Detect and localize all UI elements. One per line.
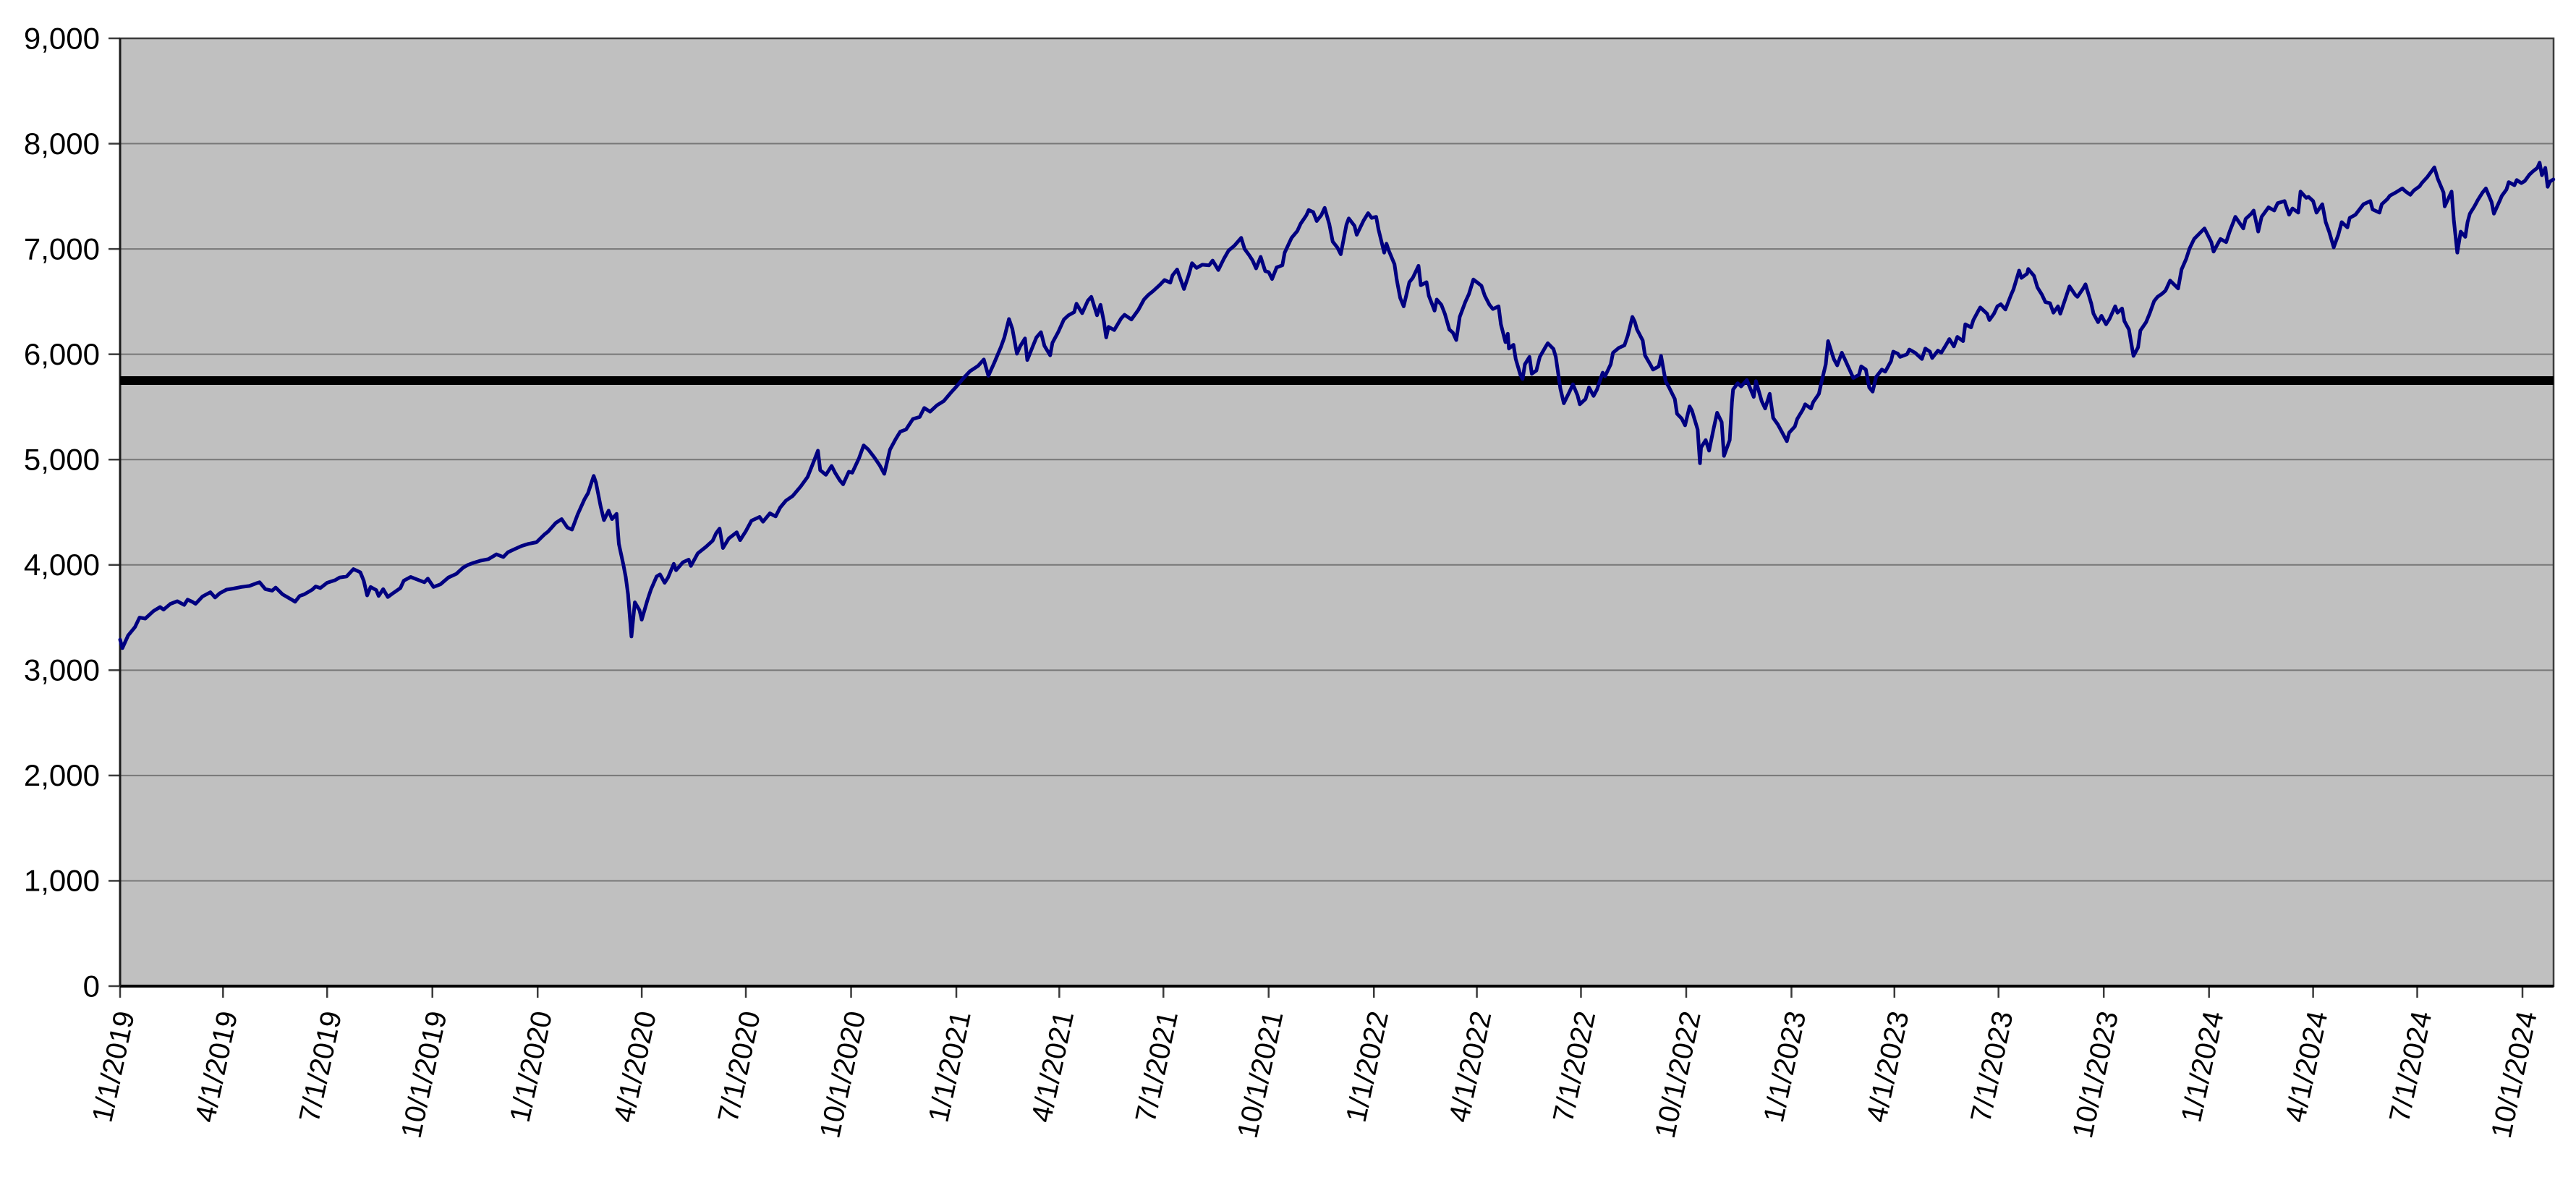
x-tick-label: 4/1/2023 [1861,1009,1915,1125]
x-tick-label: 10/1/2023 [2067,1009,2125,1141]
x-tick-label: 4/1/2020 [608,1009,663,1125]
x-tick-label: 1/1/2024 [2175,1009,2229,1125]
x-tick-label: 7/1/2020 [712,1009,766,1125]
x-tick-label: 1/1/2020 [504,1009,558,1125]
plot-area [120,38,2554,986]
x-tick-label: 7/1/2022 [1547,1009,1602,1125]
x-tick-label: 7/1/2023 [1965,1009,2019,1125]
price-series-line [118,161,2556,650]
x-tick-label: 10/1/2020 [814,1009,872,1141]
y-tick-label: 1,000 [24,864,100,898]
x-tick-label: 10/1/2021 [1232,1009,1290,1141]
x-tick-label: 7/1/2019 [294,1009,348,1125]
y-tick-label: 0 [83,969,100,1003]
y-tick-label: 9,000 [24,21,100,55]
x-tick-label: 4/1/2024 [2279,1009,2334,1125]
y-tick-label: 2,000 [24,758,100,792]
x-tick-label: 7/1/2021 [1130,1009,1184,1125]
y-tick-label: 3,000 [24,653,100,687]
x-tick-label: 4/1/2022 [1443,1009,1497,1125]
x-tick-label: 10/1/2022 [1649,1009,1707,1141]
y-tick-label: 6,000 [24,337,100,371]
y-tick-label: 4,000 [24,548,100,582]
x-tick-label: 7/1/2024 [2384,1009,2438,1125]
y-tick-label: 5,000 [24,443,100,477]
x-tick-label: 1/1/2023 [1758,1009,1812,1125]
x-tick-label: 4/1/2019 [190,1009,244,1125]
y-tick-label: 7,000 [24,232,100,266]
x-tick-label: 1/1/2021 [922,1009,977,1125]
x-tick-label: 10/1/2019 [395,1009,453,1141]
x-tick-label: 4/1/2021 [1026,1009,1080,1125]
x-tick-label: 1/1/2022 [1340,1009,1395,1125]
y-tick-label: 8,000 [24,127,100,161]
x-tick-label: 1/1/2019 [86,1009,140,1125]
x-tick-label: 10/1/2024 [2486,1009,2543,1141]
